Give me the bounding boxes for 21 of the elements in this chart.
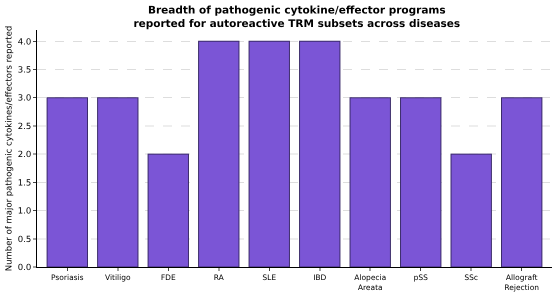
y-tick-label: 0.0 [18, 262, 32, 273]
y-tick-label: 2.0 [18, 150, 32, 160]
bar [248, 40, 290, 267]
y-tick-label: 0.5 [18, 234, 32, 245]
bar [450, 154, 492, 267]
bar [299, 40, 340, 267]
y-tick-label: 1.0 [18, 206, 32, 217]
chart-title: Breadth of pathogenic cytokine/effector programs reported for autoreactive TRM subsets across diseases [133, 4, 460, 30]
y-axis-title: Number of major pathogenic cytokines/effectors reported [4, 26, 14, 272]
bar [501, 97, 542, 267]
bar [97, 97, 138, 267]
y-tick-label: 3.5 [18, 65, 32, 76]
y-tick-label: 1.5 [18, 178, 32, 188]
bar [46, 97, 88, 267]
bar [198, 40, 240, 267]
bar [400, 97, 442, 267]
y-tick-label: 2.5 [18, 122, 32, 132]
bar [148, 154, 189, 267]
y-tick-label: 3.0 [18, 94, 32, 104]
y-tick-label: 4.0 [18, 37, 32, 48]
bar [350, 97, 391, 267]
